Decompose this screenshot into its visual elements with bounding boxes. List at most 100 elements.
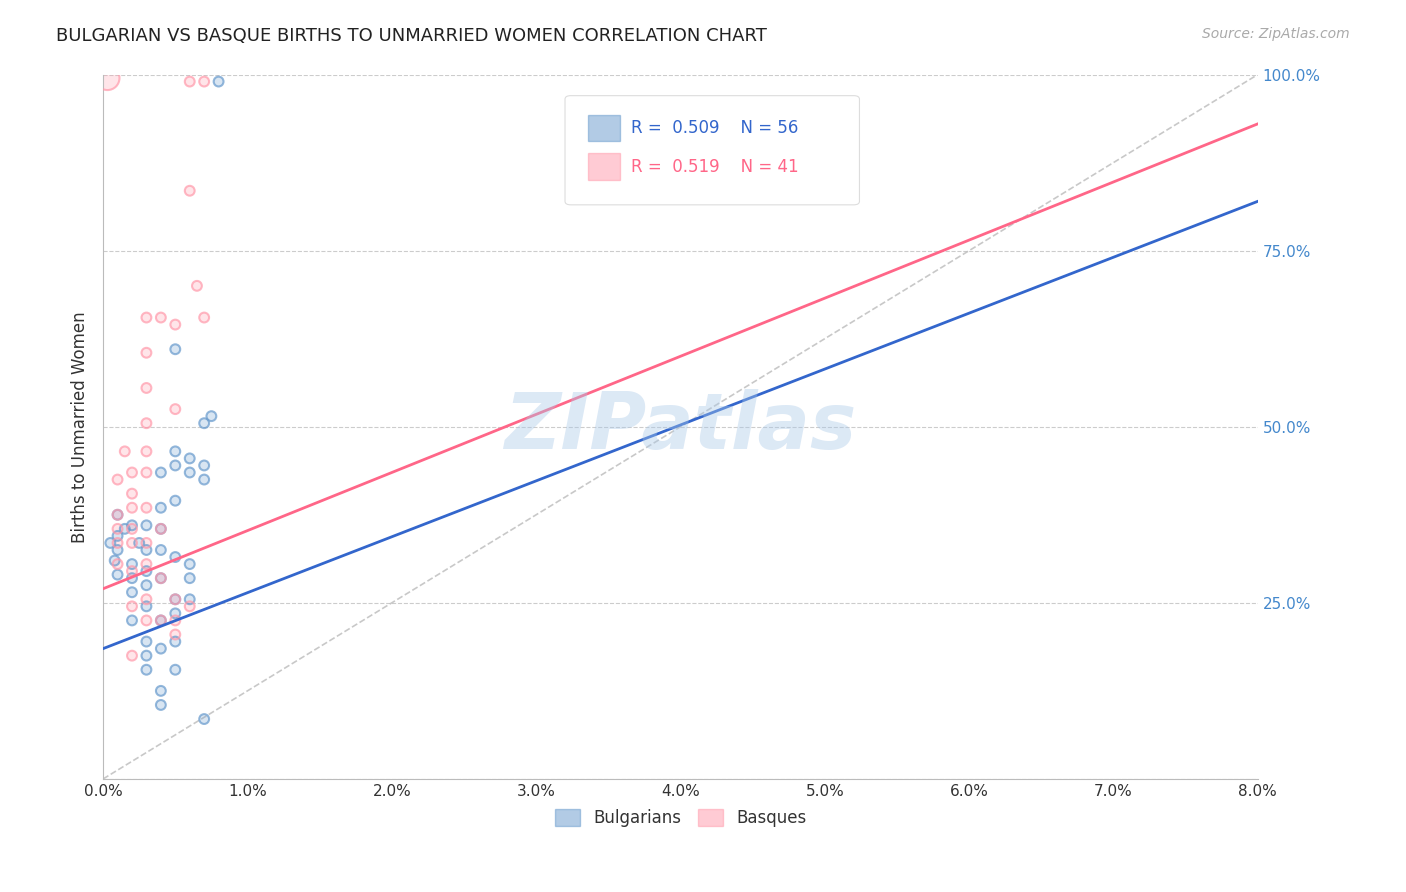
Point [149,698,172,712]
Point [135,648,157,663]
Point [165,592,187,607]
Point [193,74,215,88]
Point [121,585,143,599]
Point [135,578,157,592]
Point [149,614,172,628]
Point [121,648,143,663]
Point [107,473,129,487]
Point [135,634,157,648]
Point [149,522,172,536]
Point [107,543,129,558]
Point [135,310,157,325]
Point [135,663,157,677]
Point [165,458,187,473]
Point [165,663,187,677]
Point [135,310,157,325]
Point [135,416,157,430]
Point [149,522,172,536]
Point [179,74,201,88]
Point [165,634,187,648]
Point [149,466,172,480]
Point [121,614,143,628]
Point [179,451,201,466]
Point [179,557,201,571]
Point [179,571,201,585]
Point [193,310,215,325]
Point [135,345,157,359]
Point [107,567,129,582]
Point [165,663,187,677]
Point [107,508,129,522]
Point [179,592,201,607]
Point [135,564,157,578]
Point [149,614,172,628]
Point [135,536,157,550]
Point [165,444,187,458]
Point [121,571,143,585]
Point [121,614,143,628]
Point [179,466,201,480]
Point [114,522,136,536]
Point [165,493,187,508]
Point [149,641,172,656]
Point [107,508,129,522]
Point [165,627,187,641]
Point [121,466,143,480]
Point [207,74,229,88]
Point [135,543,157,558]
Point [135,416,157,430]
Point [165,402,187,417]
Point [121,648,143,663]
Point [107,567,129,582]
Point [165,444,187,458]
Point [121,599,143,614]
Point [149,571,172,585]
Point [96,70,118,85]
Point [107,522,129,536]
Point [121,536,143,550]
Text: BULGARIAN VS BASQUE BIRTHS TO UNMARRIED WOMEN CORRELATION CHART: BULGARIAN VS BASQUE BIRTHS TO UNMARRIED … [56,27,768,45]
Point [121,500,143,515]
Point [165,402,187,417]
Point [193,712,215,726]
Point [149,641,172,656]
FancyBboxPatch shape [588,115,620,142]
Point [135,536,157,550]
Point [193,416,215,430]
Point [179,74,201,88]
Point [121,585,143,599]
Point [135,345,157,359]
Point [121,599,143,614]
Point [165,318,187,332]
Point [135,663,157,677]
Point [135,500,157,515]
Point [165,343,187,357]
Point [165,592,187,607]
Point [107,536,129,550]
Point [107,522,129,536]
Point [149,310,172,325]
Point [179,592,201,607]
Point [114,444,136,458]
Text: R =  0.509    N = 56: R = 0.509 N = 56 [631,119,799,137]
Point [121,466,143,480]
Point [179,557,201,571]
Point [165,549,187,564]
Point [193,458,215,473]
Point [149,522,172,536]
Point [165,549,187,564]
Point [107,557,129,571]
Point [165,614,187,628]
Point [193,473,215,487]
Point [165,614,187,628]
Point [135,518,157,533]
Point [149,500,172,515]
Point [179,451,201,466]
Point [121,522,143,536]
Point [193,473,215,487]
Point [149,614,172,628]
Point [135,466,157,480]
Point [200,409,222,424]
Y-axis label: Births to Unmarried Women: Births to Unmarried Women [72,311,89,542]
Point [149,684,172,698]
